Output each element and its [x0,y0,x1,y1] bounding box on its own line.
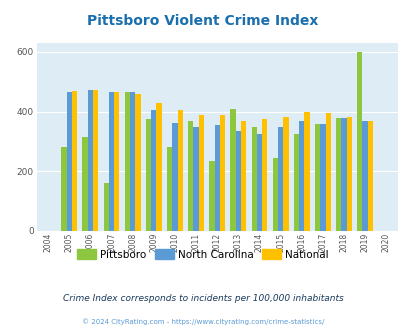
Bar [61,147,66,231]
Bar [320,123,325,231]
Bar [251,126,256,231]
Bar [356,52,362,231]
Bar [262,119,267,231]
Bar [66,92,72,231]
Bar [87,90,93,231]
Bar [214,125,220,231]
Bar [172,123,177,231]
Text: Crime Index corresponds to incidents per 100,000 inhabitants: Crime Index corresponds to incidents per… [62,294,343,303]
Text: © 2024 CityRating.com - https://www.cityrating.com/crime-statistics/: © 2024 CityRating.com - https://www.city… [82,318,323,325]
Bar [304,112,309,231]
Bar [209,161,214,231]
Text: Pittsboro Violent Crime Index: Pittsboro Violent Crime Index [87,15,318,28]
Bar [124,92,130,231]
Bar [188,120,193,231]
Bar [335,118,341,231]
Bar [135,94,140,231]
Legend: Pittsboro, North Carolina, National: Pittsboro, North Carolina, National [73,245,332,264]
Bar [272,158,277,231]
Bar [130,92,135,231]
Bar [114,92,119,231]
Bar [293,134,298,231]
Bar [362,120,367,231]
Bar [325,113,330,231]
Bar [235,131,241,231]
Bar [230,109,235,231]
Bar [341,118,346,231]
Bar [109,92,114,231]
Bar [72,91,77,231]
Bar [198,115,203,231]
Bar [283,116,288,231]
Bar [220,115,225,231]
Bar [298,121,304,231]
Bar [93,90,98,231]
Bar [241,121,246,231]
Bar [367,120,372,231]
Bar [177,110,182,231]
Bar [166,147,172,231]
Bar [314,123,320,231]
Bar [103,183,109,231]
Bar [277,127,283,231]
Bar [193,126,198,231]
Bar [151,110,156,231]
Bar [156,103,161,231]
Bar [346,117,351,231]
Bar [145,119,151,231]
Bar [256,134,262,231]
Bar [82,137,87,231]
